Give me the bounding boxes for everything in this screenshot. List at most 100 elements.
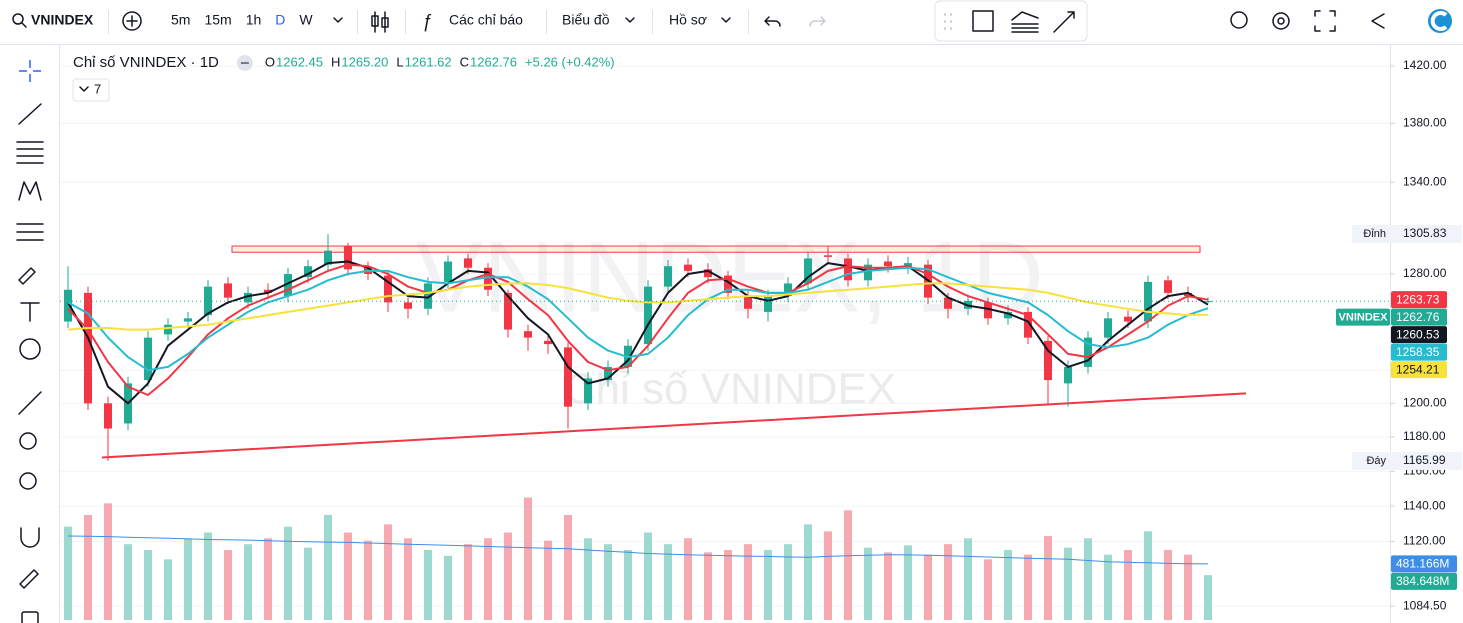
legend-value: 1262.76	[470, 54, 517, 69]
symbol-search[interactable]: VNINDEX	[12, 12, 94, 28]
moving-average-line	[67, 282, 1209, 331]
candle-body	[804, 258, 812, 284]
moving-average-line	[67, 260, 1209, 405]
interval-button[interactable]: D	[275, 12, 285, 28]
candle-body	[1104, 318, 1112, 338]
price-tag-label: 1263.73	[1396, 292, 1440, 306]
volume-bar	[784, 544, 792, 620]
candle-body	[1024, 311, 1032, 338]
candle-body	[564, 347, 572, 407]
brush-tool[interactable]	[18, 267, 36, 285]
y-tick-label: 1420.00	[1403, 58, 1447, 72]
price-tag-label: 1254.21	[1396, 362, 1440, 376]
trendline-tool[interactable]	[18, 103, 42, 125]
volume-bar	[184, 538, 192, 620]
indicator-toggle[interactable]	[72, 78, 110, 102]
y-tick-label: 1200.00	[1403, 395, 1447, 409]
candle-body	[1004, 311, 1012, 319]
drag-handle[interactable]	[944, 13, 952, 30]
candle-body	[244, 292, 252, 303]
volume-bar	[444, 555, 452, 620]
chart-menu[interactable]: Biểu đồ	[562, 12, 635, 28]
candle-body	[424, 283, 432, 309]
redo-button[interactable]	[809, 16, 826, 27]
drawing-floating-toolbar	[934, 0, 1088, 42]
interval-button[interactable]: 15m	[204, 12, 231, 28]
interval-button[interactable]: W	[299, 12, 313, 28]
profile-menu[interactable]: Hồ sơ	[669, 12, 731, 28]
volume-bar	[804, 524, 812, 620]
indicators-button[interactable]: ƒ Các chỉ báo	[422, 11, 523, 31]
volume-bar	[724, 550, 732, 620]
text-tool[interactable]	[20, 302, 40, 322]
volume-bar	[1004, 550, 1012, 620]
candle-body	[844, 258, 852, 281]
undo-button[interactable]	[764, 16, 781, 27]
volume-bar	[204, 532, 212, 620]
indicator-count: 7	[94, 81, 101, 96]
compare-button[interactable]	[122, 11, 142, 31]
fx-icon: ƒ	[422, 11, 432, 31]
fullscreen-button[interactable]	[1314, 10, 1336, 32]
plus-icon	[122, 11, 142, 31]
settings-icon	[1277, 17, 1285, 25]
volume-tag-label: 481.166M	[1396, 557, 1449, 571]
lock-drawing-tool[interactable]	[19, 569, 39, 589]
fib-tool[interactable]	[1011, 11, 1039, 33]
price-axis-labels: 1420.001380.001340.001280.001220.001200.…	[1336, 58, 1462, 612]
legend-change: +5.26 (+0.42%)	[525, 54, 615, 69]
zoom-out-tool[interactable]	[19, 472, 37, 490]
candle-body	[444, 261, 452, 282]
interval-button[interactable]: 5m	[171, 12, 190, 28]
volume-bar	[564, 515, 572, 620]
volume-ma-line	[67, 535, 1209, 565]
pattern-tool[interactable]	[18, 181, 42, 201]
y-tick-label: 1140.00	[1403, 498, 1446, 512]
measure-tool[interactable]	[18, 391, 42, 415]
replay-button[interactable]	[1230, 11, 1248, 29]
candle-body	[504, 292, 512, 330]
y-tick-label: 1120.00	[1403, 534, 1446, 548]
interval-button[interactable]: 1h	[246, 12, 262, 28]
volume-bar	[844, 510, 852, 620]
price-tag	[1391, 291, 1447, 309]
candle-icon	[381, 17, 389, 28]
chart-label: Biểu đồ	[562, 12, 610, 28]
candle-body	[604, 366, 612, 381]
resistance-zone	[231, 245, 1201, 253]
fib-retracement-tool[interactable]	[16, 141, 44, 164]
price-tag-label: 1260.53	[1396, 327, 1440, 341]
extreme-value: 1305.83	[1403, 226, 1447, 240]
arrow-tool[interactable]	[1053, 11, 1075, 33]
candle-body	[1164, 280, 1172, 293]
magnet-tool[interactable]	[20, 527, 40, 548]
legend-value: 1262.45	[276, 54, 323, 69]
candle-body	[144, 337, 152, 381]
chart-type-button[interactable]	[371, 11, 389, 33]
settings-button[interactable]	[1272, 12, 1290, 30]
candle-body	[644, 286, 652, 345]
moving-average-line	[67, 266, 1209, 372]
interval-dropdown[interactable]	[333, 17, 343, 23]
candle-body	[224, 283, 232, 298]
share-button[interactable]	[1371, 13, 1385, 29]
volume-bar	[504, 532, 512, 620]
dropdown-icon	[721, 17, 731, 23]
extreme-name: Đáy	[1366, 455, 1386, 467]
candle-body	[724, 275, 732, 293]
volume-bar	[904, 545, 912, 620]
crosshair-tool[interactable]	[19, 60, 41, 82]
icon-tool[interactable]	[19, 338, 41, 360]
dropdown-icon	[625, 17, 635, 23]
projection-tool[interactable]	[16, 223, 44, 241]
rectangle-tool[interactable]	[972, 10, 994, 32]
volume-bar	[624, 550, 632, 620]
volume-bar	[704, 552, 712, 620]
price-tag	[1391, 343, 1447, 361]
candle-body	[584, 378, 592, 404]
lock-tool[interactable]	[21, 611, 39, 623]
volume-bar	[384, 524, 392, 620]
extreme-tag-bg	[1352, 451, 1462, 470]
zoom-in-tool[interactable]	[19, 432, 37, 450]
